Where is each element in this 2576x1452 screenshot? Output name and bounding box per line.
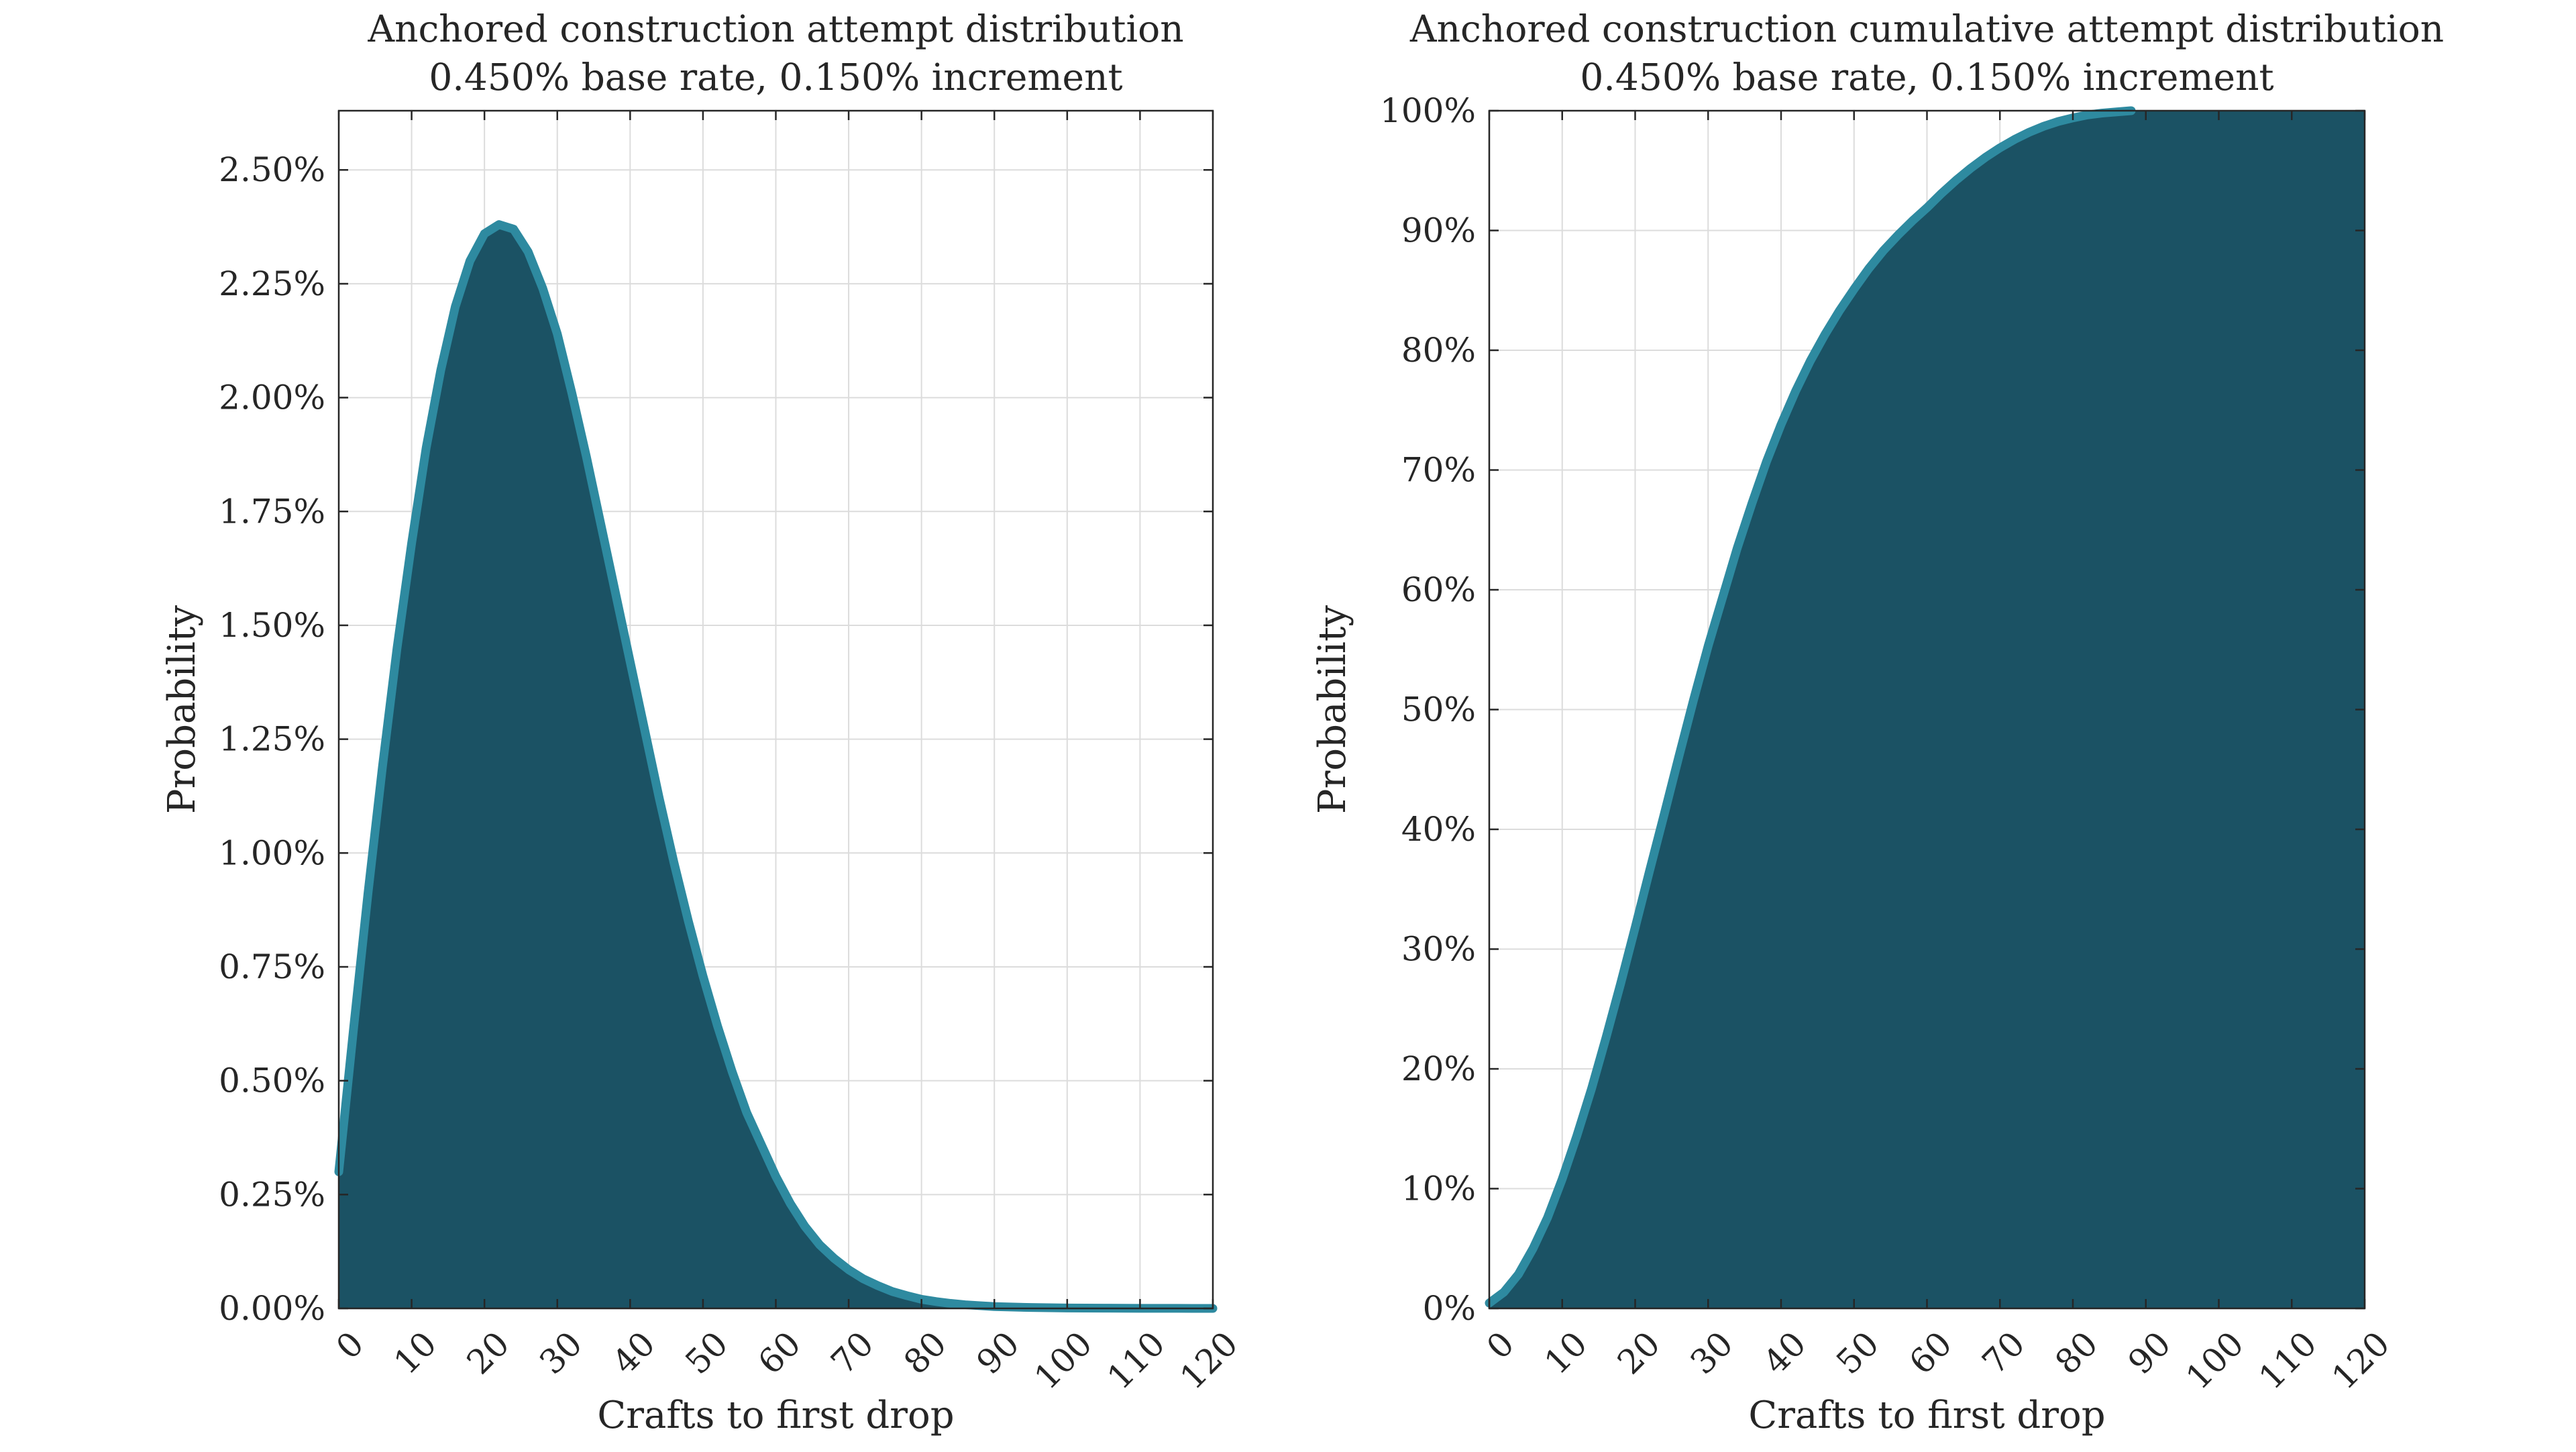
y-tick-label: 30% — [1401, 930, 1476, 969]
x-tick-label: 0 — [329, 1324, 372, 1367]
x-tick-label: 60 — [1902, 1324, 1960, 1382]
x-axis-label: Crafts to first drop — [1748, 1394, 2105, 1437]
x-tick-label: 100 — [2179, 1324, 2251, 1396]
x-tick-label: 80 — [896, 1324, 954, 1382]
x-tick-label: 80 — [2048, 1324, 2106, 1382]
series-area — [1489, 111, 2365, 1308]
x-tick-label: 10 — [386, 1324, 444, 1382]
x-tick-label: 10 — [1537, 1324, 1595, 1382]
y-tick-label: 100% — [1380, 91, 1476, 130]
x-tick-label: 120 — [1173, 1324, 1245, 1396]
x-tick-label: 40 — [1756, 1324, 1814, 1382]
x-tick-label: 30 — [1683, 1324, 1741, 1382]
chart-subtitle: 0.450% base rate, 0.150% increment — [1580, 56, 2273, 99]
x-tick-label: 50 — [678, 1324, 735, 1382]
x-tick-label: 90 — [2121, 1324, 2178, 1382]
x-tick-label: 60 — [751, 1324, 808, 1382]
y-tick-label: 90% — [1401, 211, 1476, 250]
x-tick-label: 110 — [2251, 1324, 2324, 1396]
y-tick-label: 1.25% — [219, 720, 325, 759]
y-tick-label: 50% — [1401, 690, 1476, 729]
y-tick-label: 0.00% — [219, 1289, 325, 1328]
pdf-chart: 0.00% 0.25% 0.50% 0.75% 1.00% 1.25% 1.50% 1.75%… — [160, 7, 1246, 1437]
y-axis-label: Probability — [160, 605, 204, 814]
x-tick-label: 70 — [824, 1324, 881, 1382]
series-line — [1485, 106, 2136, 1308]
y-tick-label: 40% — [1401, 810, 1476, 849]
chart-title: Anchored construction attempt distributi… — [367, 7, 1183, 50]
x-tick-label: 100 — [1027, 1324, 1099, 1396]
y-tick-label: 0.25% — [219, 1175, 325, 1214]
x-tick-label: 20 — [1610, 1324, 1668, 1382]
y-tick-label: 0% — [1423, 1289, 1476, 1328]
x-tick-label: 30 — [532, 1324, 590, 1382]
cdf-chart: 0% 10% 20% 30% 40% 50% 60% 70% 80% 90% 100% 0 10 20 30… — [1311, 7, 2444, 1437]
x-tick-label: 110 — [1099, 1324, 1172, 1396]
x-tick-label: 120 — [2324, 1324, 2397, 1396]
y-tick-label: 1.00% — [219, 833, 325, 872]
y-tick-label: 1.75% — [219, 492, 325, 531]
chart-subtitle: 0.450% base rate, 0.150% increment — [429, 56, 1122, 99]
y-tick-label: 60% — [1401, 570, 1476, 609]
series-area — [339, 224, 1213, 1309]
y-tick-label: 2.50% — [219, 150, 325, 189]
y-tick-label: 0.75% — [219, 947, 325, 986]
series-line — [334, 220, 1218, 1313]
x-tick-label: 20 — [460, 1324, 517, 1382]
chart-title: Anchored construction cumulative attempt… — [1409, 7, 2444, 50]
y-tick-label: 2.25% — [219, 264, 325, 303]
x-axis-label: Crafts to first drop — [597, 1394, 954, 1437]
y-tick-label: 80% — [1401, 331, 1476, 370]
y-axis-label: Probability — [1311, 605, 1354, 814]
y-tick-label: 1.50% — [219, 606, 325, 645]
y-tick-label: 10% — [1401, 1170, 1476, 1208]
x-tick-label: 0 — [1479, 1324, 1522, 1367]
x-tick-label: 40 — [605, 1324, 663, 1382]
x-tick-label: 70 — [1975, 1324, 2033, 1382]
y-tick-label: 70% — [1401, 451, 1476, 490]
y-tick-label: 2.00% — [219, 378, 325, 417]
x-tick-label: 90 — [969, 1324, 1027, 1382]
y-tick-label: 20% — [1401, 1049, 1476, 1088]
y-tick-label: 0.50% — [219, 1061, 325, 1100]
x-tick-label: 50 — [1829, 1324, 1886, 1382]
